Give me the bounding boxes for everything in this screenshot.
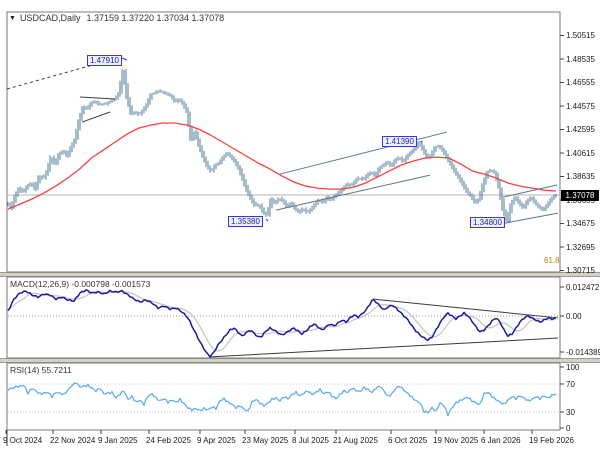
- macd-indicator-label: MACD(12,26,9) -0.000798 -0.001573: [10, 279, 151, 289]
- time-axis-label: 21 Aug 2025: [333, 436, 378, 445]
- trendline-price-label[interactable]: 1.47910: [87, 55, 122, 66]
- trendline-price-label[interactable]: 1.35380: [228, 216, 263, 227]
- trendline-price-label[interactable]: 1.34800: [470, 217, 505, 228]
- time-axis-label: 9 Oct 2024: [3, 436, 43, 445]
- time-axis-label: 23 May 2025: [242, 436, 289, 445]
- macd-axis-label: 0.00: [566, 311, 582, 321]
- price-axis-label: 1.44575: [566, 101, 595, 111]
- price-axis-label: 1.40615: [566, 148, 595, 158]
- macd-axis-label: 0.012472: [566, 282, 600, 292]
- time-axis-label: 24 Feb 2025: [146, 436, 191, 445]
- time-axis-label: 6 Jan 2026: [481, 436, 521, 445]
- rsi-axis-label: 30: [566, 407, 575, 417]
- price-axis-label: 1.32695: [566, 242, 595, 252]
- rsi-axis-label: 100: [566, 362, 580, 372]
- trendline-price-label[interactable]: 1.41390: [382, 136, 417, 147]
- time-axis-label: 9 Apr 2025: [197, 436, 236, 445]
- macd-axis-label: -0.014389: [566, 347, 600, 357]
- price-axis-label: 1.30715: [566, 266, 595, 275]
- time-axis-label: 22 Nov 2024: [50, 436, 96, 445]
- time-axis-label: 19 Nov 2025: [433, 436, 479, 445]
- rsi-axis-label: 70: [566, 379, 575, 389]
- price-axis-label: 1.46555: [566, 78, 595, 87]
- symbol-period-label: USDCAD,Daily: [19, 13, 81, 23]
- ohlc-values: 1.37159 1.37220 1.37034 1.37078: [86, 13, 225, 23]
- symbol-dropdown-icon[interactable]: ▼: [9, 15, 16, 22]
- time-axis-label: 19 Feb 2026: [529, 436, 574, 445]
- price-axis-label: 1.38635: [566, 172, 595, 181]
- time-axis-label: 8 Jul 2025: [292, 436, 329, 445]
- fib-61-8-label[interactable]: 61.8: [544, 256, 560, 265]
- rsi-indicator-label: RSI(14) 55.7211: [10, 365, 72, 375]
- time-axis-label: 6 Oct 2025: [388, 436, 428, 445]
- current-price-tag: 1.37078: [561, 189, 599, 201]
- chart-header: ▼ USDCAD,Daily 1.37159 1.37220 1.37034 1.3…: [9, 13, 224, 23]
- price-axis-label: 1.50515: [566, 31, 595, 40]
- price-axis-label: 1.34675: [566, 219, 595, 228]
- time-axis-label: 9 Jan 2025: [98, 436, 138, 445]
- price-axis-label: 1.42595: [566, 125, 595, 134]
- price-axis-label: 1.48535: [566, 54, 595, 64]
- rsi-axis-label: 0: [566, 423, 571, 433]
